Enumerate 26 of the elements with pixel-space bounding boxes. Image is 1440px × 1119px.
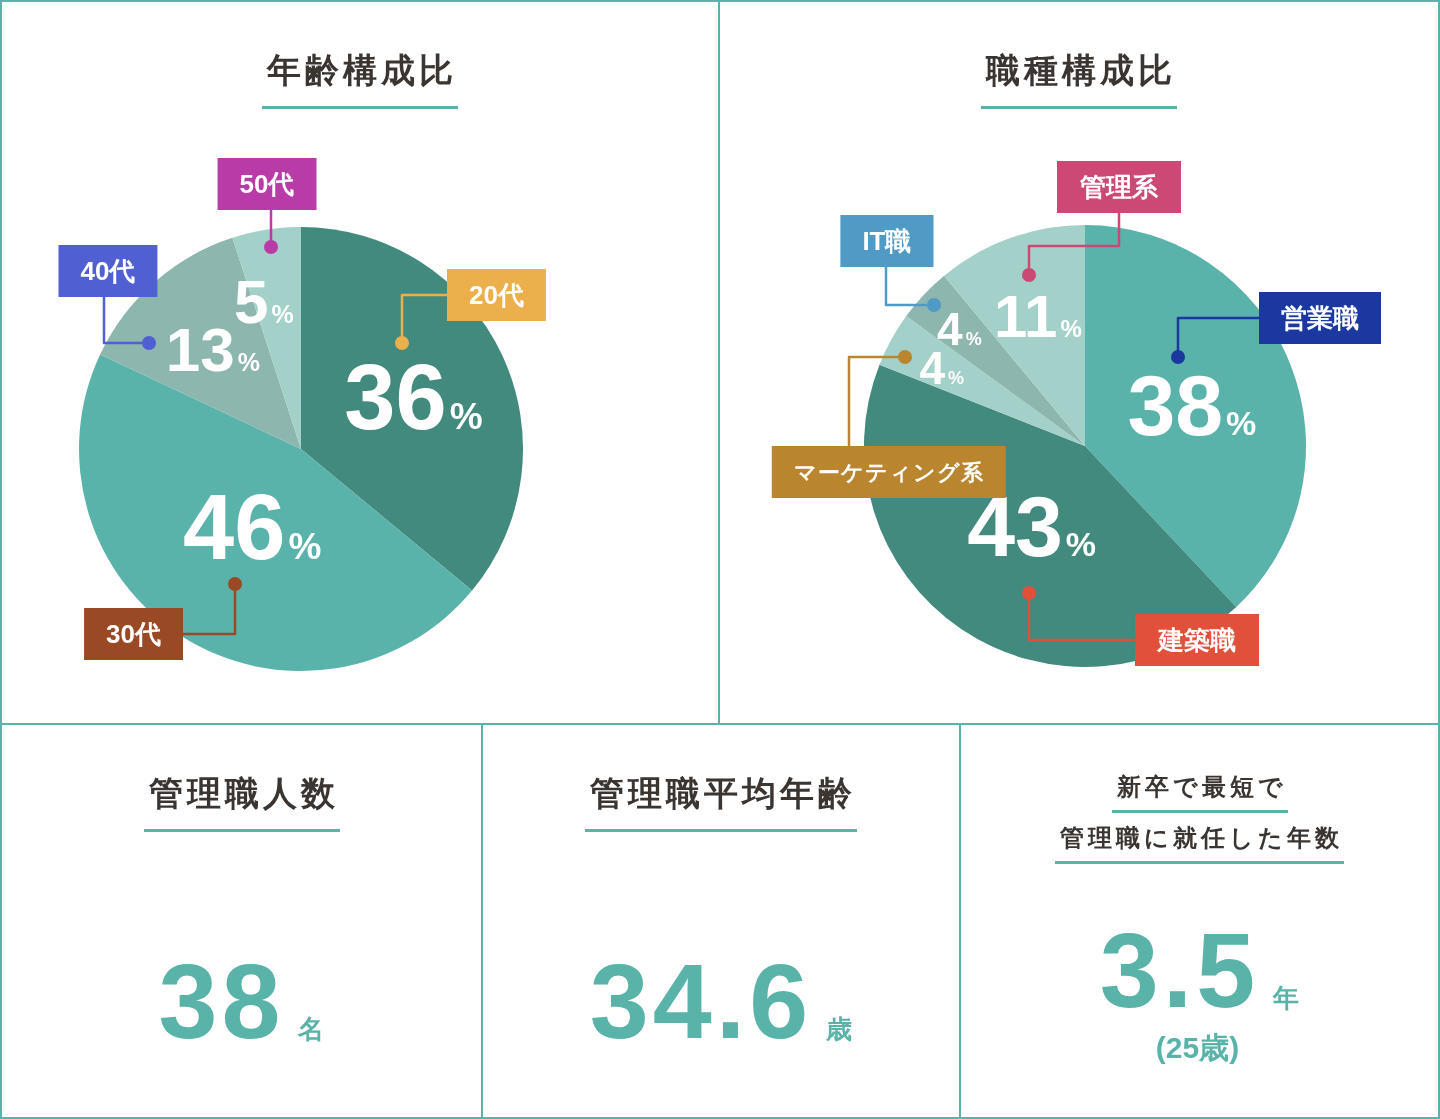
data-label: 46% — [183, 475, 322, 578]
slice-label: 50代 — [239, 169, 295, 200]
text: 34.6 — [589, 942, 813, 1060]
data-label: 38% — [1127, 356, 1257, 453]
text: 管理職人数 — [143, 773, 340, 832]
slice-label: 40代 — [80, 256, 136, 287]
slice-label: 建築職 — [1156, 625, 1236, 656]
text: 歳 — [825, 1014, 853, 1044]
text: 名 — [297, 1014, 325, 1044]
data-label: 36% — [344, 346, 483, 449]
text: (25歳) — [1155, 1031, 1240, 1064]
slice-label: 営業職 — [1281, 303, 1359, 334]
chart-title: 職種構成比 — [981, 50, 1177, 109]
slice-label: 30代 — [106, 619, 161, 650]
slice-label: IT職 — [862, 226, 912, 257]
chart-title: 年齢構成比 — [262, 50, 458, 109]
slice-label: 20代 — [469, 280, 524, 311]
text: 新卒で最短で管理職に就任した年数 — [1059, 772, 1344, 853]
text: 管理職平均年齢 — [585, 773, 857, 832]
pie-slice — [906, 275, 1085, 446]
text: 3.5 — [1099, 911, 1260, 1029]
pie-slice — [232, 227, 301, 449]
text: 年 — [1272, 983, 1300, 1013]
slice-label: 管理系 — [1079, 172, 1159, 203]
text: 38 — [158, 942, 285, 1060]
data-label: 11% — [993, 282, 1082, 350]
